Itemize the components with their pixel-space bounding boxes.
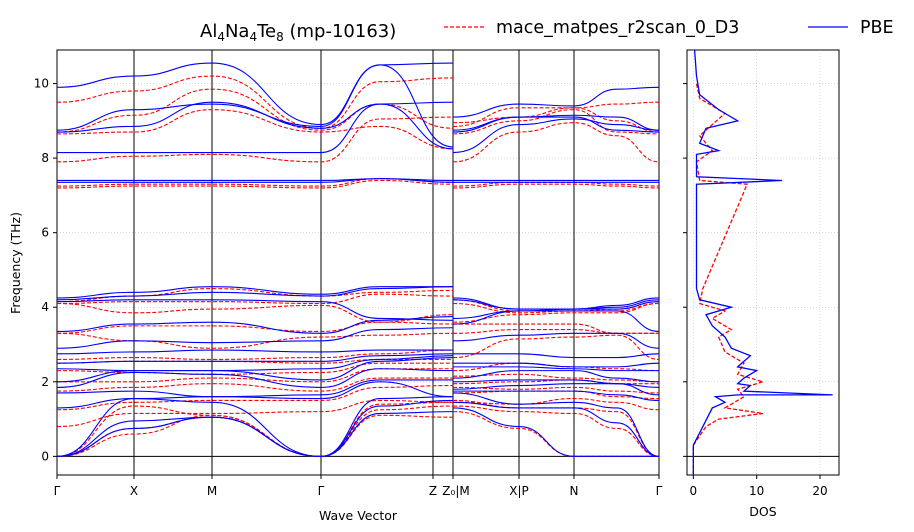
pbe-band-line: [56, 353, 454, 364]
mace-band-line: [452, 373, 660, 383]
mace-band-line: [452, 109, 660, 135]
pbe-band-line: [56, 286, 454, 301]
pbe-band-line: [452, 390, 660, 401]
mace-band-line: [56, 377, 453, 392]
mace-band-line: [56, 321, 454, 334]
pbe-band-line: [452, 332, 660, 349]
mace-band-line: [56, 399, 454, 428]
mace-band-line: [56, 179, 454, 189]
kpoint-label: N: [570, 484, 579, 498]
mace-band-line: [452, 405, 660, 457]
mace-band-line: [56, 332, 454, 349]
mace-band-line: [56, 384, 454, 411]
mace-band-line: [452, 101, 660, 124]
y-axis-label: Frequency (THz): [8, 212, 23, 314]
mace-band-line: [56, 349, 454, 360]
pbe-band-line: [56, 64, 454, 148]
dos-x-tick-label: 20: [812, 484, 827, 498]
y-tick-label: 4: [41, 300, 49, 314]
pbe-band-line: [452, 370, 660, 383]
pbe-dos-line: [692, 49, 833, 475]
kpoint-label: Γ: [54, 484, 61, 498]
pbe-band-line: [452, 401, 660, 457]
pbe-band-line: [452, 392, 660, 457]
mace-band-line: [56, 109, 454, 150]
pbe-band-line: [56, 368, 454, 388]
mace-dos-line: [692, 83, 766, 475]
pbe-band-line: [452, 362, 660, 368]
dos-x-axis-label: DOS: [749, 504, 776, 519]
pbe-band-line: [452, 118, 660, 154]
mace-band-line: [56, 414, 454, 457]
pbe-band-line: [453, 353, 660, 359]
mace-band-line: [56, 302, 454, 323]
pbe-band-line: [56, 299, 454, 321]
pbe-band-line: [56, 357, 454, 383]
pbe-band-line: [56, 286, 454, 299]
band-structure-plot: 0 2 4 6 8 10 Γ X M Γ Z Z₀|M X|P N Γ: [34, 49, 663, 498]
y-tick-label: 10: [34, 77, 49, 91]
pbe-band-line: [56, 178, 454, 182]
pbe-band-line: [452, 86, 660, 118]
legend-pbe-label: PBE: [860, 18, 894, 38]
pbe-band-line: [56, 101, 454, 150]
mace-band-line: [452, 334, 660, 360]
dos-x-tick-label: 0: [690, 484, 698, 498]
y-tick-label: 2: [41, 375, 49, 389]
pbe-band-line: [56, 396, 454, 457]
mace-band-line: [452, 411, 659, 457]
pbe-band-line: [56, 379, 453, 398]
dos-x-tick-label: 10: [749, 484, 764, 498]
x-axis-label: Wave Vector: [319, 508, 398, 523]
legend-mace-label: mace_matpes_r2scan_0_D3: [496, 18, 739, 38]
dos-plot: 0 10 20: [683, 49, 840, 498]
mace-band-line: [56, 293, 454, 305]
y-tick-label: 0: [41, 449, 49, 463]
mace-band-line: [452, 323, 659, 334]
pbe-band-line: [56, 62, 454, 126]
pbe-band-line: [452, 114, 660, 131]
y-tick-label: 6: [41, 226, 49, 240]
band-panel-frame-right: [452, 49, 660, 476]
kpoint-label: Z₀|M: [442, 484, 469, 498]
kpoint-label: Z: [429, 484, 437, 498]
chart-title: Al4Na4Te8 (mp-10163): [200, 21, 396, 44]
pbe-band-line: [452, 383, 660, 396]
kpoint-label: Γ: [656, 484, 663, 498]
mace-band-line: [452, 398, 660, 411]
mace-band-line: [56, 116, 454, 163]
pbe-band-line: [452, 366, 659, 372]
kpoint-label: Γ: [318, 484, 325, 498]
mace-band-line: [452, 329, 659, 334]
dos-panel-frame: [686, 49, 840, 476]
kpoint-label: M: [207, 484, 217, 498]
pbe-band-line: [56, 316, 454, 334]
pbe-band-line: [452, 310, 660, 333]
legend: mace_matpes_r2scan_0_D3 PBE: [444, 18, 894, 38]
y-tick-label: 8: [41, 151, 49, 165]
pbe-band-line: [56, 327, 454, 349]
pbe-band-line: [452, 379, 660, 388]
pbe-band-line: [452, 297, 660, 310]
pbe-band-line: [56, 399, 454, 457]
mace-band-line: [56, 75, 454, 129]
band-panel-frame-left: [56, 49, 454, 476]
kpoint-label: X: [130, 484, 138, 498]
mace-band-line: [452, 107, 660, 133]
pbe-band-line: [56, 349, 453, 355]
kpoint-label: X|P: [509, 484, 529, 498]
mace-band-line: [452, 302, 660, 323]
pbe-band-line: [56, 381, 454, 409]
pbe-band-line: [56, 355, 454, 372]
mace-band-line: [452, 183, 660, 189]
mace-band-line: [452, 386, 660, 394]
pbe-band-line: [452, 407, 659, 457]
